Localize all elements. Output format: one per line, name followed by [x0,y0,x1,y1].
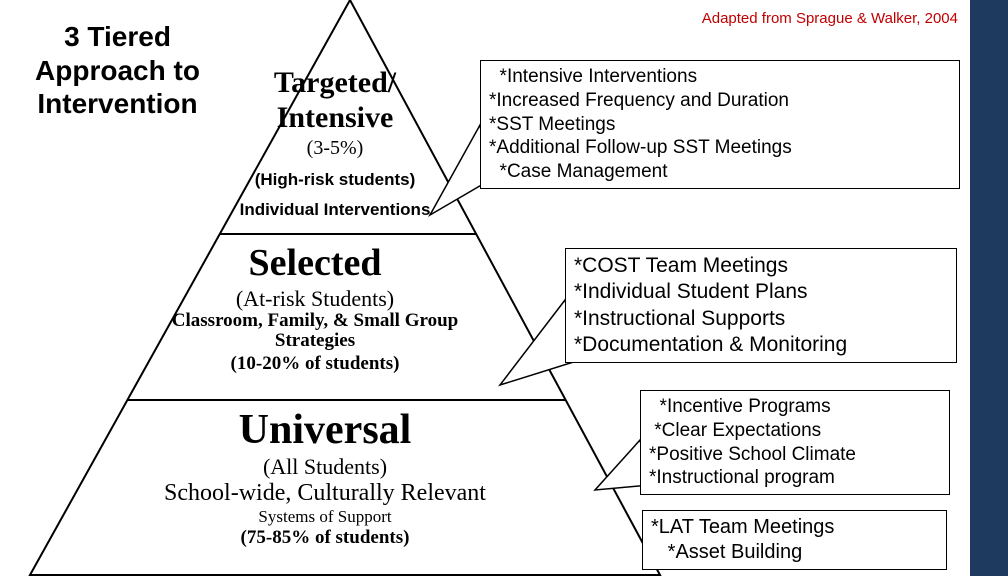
callout-intensive: *Intensive Interventions*Increased Frequ… [480,60,960,189]
callout-line: *Instructional program [649,466,941,490]
callout-line: *LAT Team Meetings [651,515,938,540]
callout-line: *Additional Follow-up SST Meetings [489,136,951,160]
callout-universal-bottom: *LAT Team Meetings *Asset Building [642,510,947,570]
callout-line: *Intensive Interventions [489,65,951,89]
callout-line: *Instructional Supports [574,306,948,332]
callout-line: *Case Management [489,160,951,184]
callout-line: *COST Team Meetings [574,253,948,279]
callout-selected: *COST Team Meetings*Individual Student P… [565,248,957,363]
callout-line: *Asset Building [651,540,938,565]
callout-line: *Incentive Programs [649,395,941,419]
callout-line: *SST Meetings [489,113,951,137]
callout-line: *Individual Student Plans [574,279,948,305]
callout-line: *Increased Frequency and Duration [489,89,951,113]
callout-universal-top: *Incentive Programs *Clear Expectations*… [640,390,950,495]
callout-line: *Positive School Climate [649,443,941,467]
callout-line: *Clear Expectations [649,419,941,443]
callout-line: *Documentation & Monitoring [574,332,948,358]
